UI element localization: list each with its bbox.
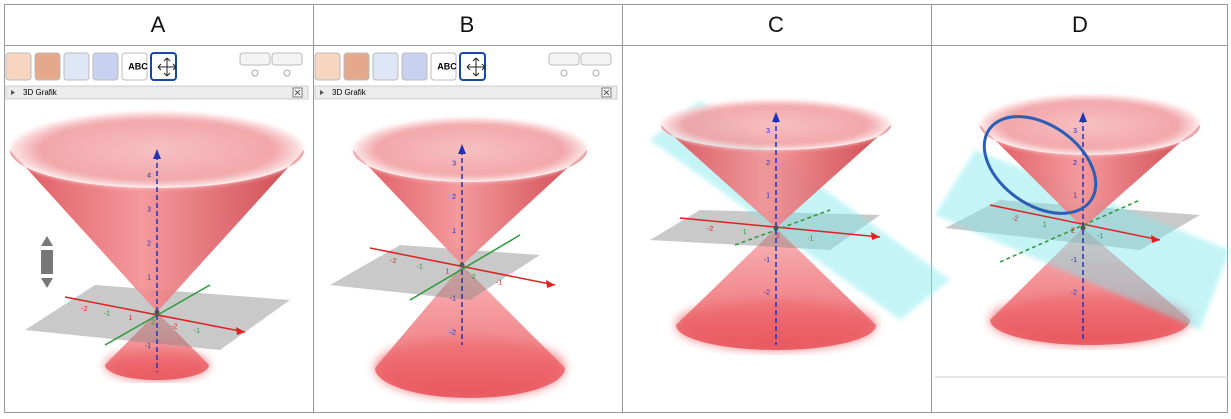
axis-tick-label: 1 <box>766 192 770 199</box>
tool-label: ABC <box>437 61 457 71</box>
column-header: D <box>1072 12 1088 37</box>
axis-tick-label: 3 <box>1073 128 1077 135</box>
axis-tick-label: -2 <box>81 306 87 313</box>
tool-button[interactable] <box>93 53 118 80</box>
axis-tick-label: 2 <box>1073 160 1077 167</box>
toolbar: ABC 3D Grafik <box>6 47 312 99</box>
axis-tick-label: 2 <box>766 160 770 167</box>
tool-button[interactable] <box>64 53 89 80</box>
graphics-view: 4 3 2 1 -1 -2 -1 1 2 -2 -1 <box>10 112 304 380</box>
toolbar: ABC 3D Grafik <box>315 47 621 99</box>
undo-button[interactable] <box>240 53 270 65</box>
column-header: A <box>151 12 166 37</box>
xy-plane <box>330 245 540 300</box>
axis-tick-label: -2 <box>390 258 396 265</box>
axis-tick-label: 3 <box>766 128 770 135</box>
tool-button[interactable] <box>6 53 31 80</box>
axis-tick-label: 3 <box>452 160 456 167</box>
axis-tick-label: -1 <box>1071 257 1077 264</box>
axis-tick-label: -1 <box>145 343 151 350</box>
view-title: 3D Grafik <box>23 88 58 97</box>
figure-table: A B C D ABC 3D Grafik ABC 3D Grafik 4 3 2 1 -1 -2… <box>0 0 1231 414</box>
tool-button[interactable] <box>344 53 369 80</box>
axis-tick-label: 1 <box>1043 222 1047 229</box>
axis-tick-label: -1 <box>450 296 456 303</box>
axis-tick-label: -1 <box>807 236 813 243</box>
axis-tick-label: 1 <box>743 229 747 236</box>
graphics-view: 3 2 1 -1 -2 -2 1 2 -1 <box>650 100 950 350</box>
graphics-view: 3 2 1 -1 -2 -2 1 2 -1 <box>935 95 1230 345</box>
axis-tick-label: 2 <box>151 319 155 326</box>
origin <box>460 263 465 268</box>
upper-cone-top <box>353 118 587 182</box>
axis-tick-label: 2 <box>776 232 780 239</box>
axis-tick-label: -1 <box>496 279 502 286</box>
upper-cone-top <box>980 95 1200 155</box>
axis-tick-label: 4 <box>147 172 151 179</box>
axis-tick-label: -1 <box>417 263 423 270</box>
axis-tick-label: 1 <box>1073 192 1077 199</box>
axis-tick-label: -2 <box>764 290 770 297</box>
tool-button[interactable] <box>315 53 340 80</box>
undo-button[interactable] <box>549 53 579 65</box>
view-title: 3D Grafik <box>332 88 367 97</box>
axis-tick-label: 2 <box>147 241 151 248</box>
origin <box>155 310 160 315</box>
axis-tick-label: 2 <box>1071 227 1075 234</box>
axis-tick-label: 1 <box>147 275 151 282</box>
column-header: B <box>460 12 475 37</box>
column-header: C <box>768 12 784 37</box>
origin <box>774 226 779 231</box>
axis-tick-label: 1 <box>452 228 456 235</box>
axis-tick-label: -2 <box>1071 290 1077 297</box>
axis-tick-label: -1 <box>1097 233 1103 240</box>
axis-tick-label: -2 <box>171 324 177 331</box>
axis-tick-label: 1 <box>129 315 133 322</box>
axis-tick-label: -1 <box>764 257 770 264</box>
tool-button[interactable] <box>402 53 427 80</box>
axis-tick-label: 2 <box>472 274 476 281</box>
redo-button[interactable] <box>272 53 302 65</box>
origin <box>1081 226 1086 231</box>
axis-tick-label: -1 <box>104 311 110 318</box>
axis-tick-label: -1 <box>194 328 200 335</box>
tool-button[interactable] <box>373 53 398 80</box>
vertical-move-icon <box>41 236 53 288</box>
axis-tick-label: 1 <box>445 269 449 276</box>
tool-label: ABC <box>128 61 148 71</box>
axis-tick-label: -2 <box>450 329 456 336</box>
graphics-view: 3 2 1 -1 -2 -2 -1 1 2 -1 <box>330 118 587 398</box>
axis-tick-label: -2 <box>707 226 713 233</box>
tool-button[interactable] <box>35 53 60 80</box>
axis-tick-label: -2 <box>1012 216 1018 223</box>
axis-tick-label: 2 <box>452 194 456 201</box>
redo-button[interactable] <box>581 53 611 65</box>
axis-tick-label: 3 <box>147 206 151 213</box>
